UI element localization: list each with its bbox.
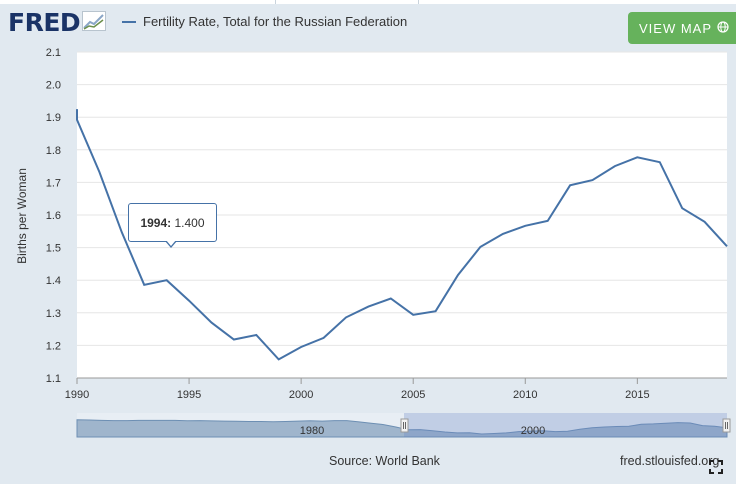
navigator: 1980 2000 xyxy=(76,413,731,438)
series-legend[interactable]: Fertility Rate, Total for the Russian Fe… xyxy=(122,14,407,29)
navigator-year-label: 1980 xyxy=(300,425,324,437)
x-tick-labels: 1990 1995 2000 2005 2010 2015 xyxy=(65,378,650,401)
y-tick-label: 1.5 xyxy=(46,243,61,255)
top-strip xyxy=(0,0,736,4)
tooltip-pointer-fill xyxy=(166,240,176,246)
x-tick-label: 2005 xyxy=(401,389,425,401)
globe-icon xyxy=(717,20,729,36)
tab-divider xyxy=(275,0,276,4)
legend-label: Fertility Rate, Total for the Russian Fe… xyxy=(143,14,408,29)
y-tick-label: 1.9 xyxy=(46,112,61,124)
y-tick-label: 1.7 xyxy=(46,177,61,189)
fred-url-link[interactable]: fred.stlouisfed.org xyxy=(620,454,720,468)
view-map-label: VIEW MAP xyxy=(638,20,712,36)
line-chart-icon xyxy=(82,10,107,36)
legend-line-marker xyxy=(122,20,136,23)
view-map-button[interactable]: VIEW MAP xyxy=(628,12,736,44)
navigator-left-handle[interactable] xyxy=(400,418,409,433)
navigator-right-handle[interactable] xyxy=(722,418,731,433)
x-tick-label: 2000 xyxy=(289,389,313,401)
fertility-rate-line[interactable] xyxy=(76,109,728,361)
y-tick-label: 1.1 xyxy=(46,373,61,385)
y-tick-label: 2.0 xyxy=(46,80,61,92)
y-tick-label: 1.3 xyxy=(46,308,61,320)
x-tick-label: 2010 xyxy=(513,389,537,401)
y-tick-label: 1.4 xyxy=(46,275,61,287)
x-tick-label: 1990 xyxy=(65,389,89,401)
source-note: Source: World Bank xyxy=(329,454,440,468)
tooltip-year: 1994: xyxy=(140,215,172,230)
y-tick-label: 1.8 xyxy=(46,145,61,157)
tooltip-value: 1.400 xyxy=(174,215,205,230)
y-tick-labels: 1.1 1.2 1.3 1.4 1.5 1.6 1.7 1.8 1.9 2.0 2.1 xyxy=(46,47,61,385)
navigator-year-label: 2000 xyxy=(521,425,545,437)
tab-divider xyxy=(418,0,419,4)
y-tick-label: 1.6 xyxy=(46,210,61,222)
x-tick-label: 2015 xyxy=(625,389,649,401)
logo-text: FRED xyxy=(8,8,81,37)
x-tick-label: 1995 xyxy=(177,389,201,401)
navigator-selection[interactable] xyxy=(404,413,727,437)
fullscreen-icon[interactable] xyxy=(709,460,723,479)
y-tick-label: 1.2 xyxy=(46,340,61,352)
fred-logo[interactable]: FRED xyxy=(8,8,107,37)
y-tick-label: 2.1 xyxy=(46,47,61,59)
data-tooltip: 1994: 1.400 xyxy=(128,203,217,242)
